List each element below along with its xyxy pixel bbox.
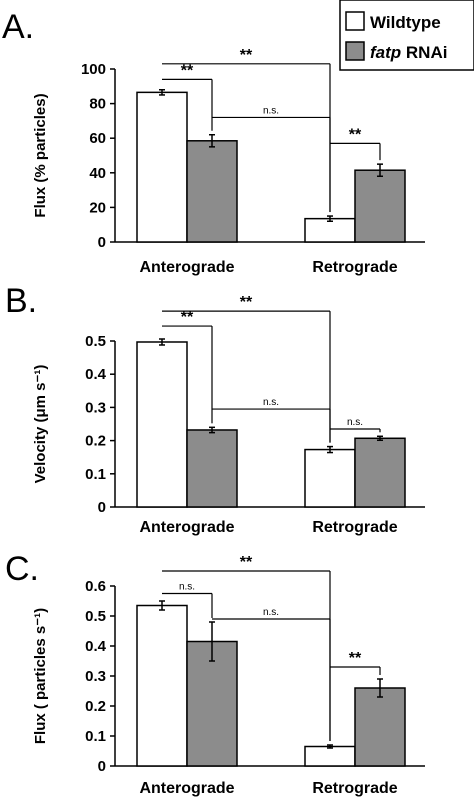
panel-3: C. 0 0.1 0.2 0.3 0.4 0.5 0.6 Flux ( particles s⁻… (5, 550, 425, 797)
bar-wildtype-retrograde (304, 745, 356, 767)
significance-label: ** (240, 554, 253, 571)
bar-fatp-anterograde (186, 640, 238, 767)
bar-wildtype-retrograde (304, 217, 356, 243)
panel-2: B. 0 0.1 0.2 0.3 0.4 0.5 Velocity (μm s⁻¹) Anter… (5, 282, 425, 536)
category-label: Anterograde (139, 259, 234, 276)
bar-fatp-anterograde (186, 140, 238, 243)
y-tick-label: 0.1 (85, 466, 106, 483)
category-label: Anterograde (139, 519, 234, 536)
legend-label-fatp-italic: fatp (370, 43, 401, 62)
significance-label: ** (181, 62, 194, 79)
panel-label: C. (5, 550, 39, 588)
y-tick-label: 0.5 (85, 333, 106, 350)
y-tick-label: 100 (81, 61, 106, 78)
y-tick-label: 60 (89, 130, 106, 147)
significance-label: ** (240, 294, 253, 311)
significance-label: ** (181, 309, 194, 326)
y-tick-label: 0.2 (85, 698, 106, 715)
y-tick-label: 0.2 (85, 433, 106, 450)
y-axis-label: Velocity (μm s⁻¹) (32, 365, 49, 484)
legend: Wildtype fatp RNAi (339, 0, 474, 71)
significance-label: ** (349, 126, 362, 143)
category-label: Retrograde (312, 519, 397, 536)
bar-wildtype-retrograde (304, 448, 356, 508)
significance-label: n.s. (263, 105, 279, 116)
significance-label: n.s. (347, 417, 363, 428)
bar-fatp-retrograde (354, 169, 406, 243)
panel-label: B. (5, 282, 37, 320)
bar-wildtype-anterograde (136, 604, 188, 767)
y-tick-label: 20 (89, 199, 106, 216)
y-tick-label: 0.3 (85, 668, 106, 685)
y-tick-label: 0.5 (85, 608, 106, 625)
legend-swatch-fatp (345, 41, 365, 61)
bar-fatp-retrograde (354, 437, 406, 508)
y-tick-label: 0 (98, 758, 106, 775)
panel-label: A. (2, 8, 34, 46)
category-label: Anterograde (139, 780, 234, 797)
y-tick-label: 0 (98, 499, 106, 516)
bar-fatp-retrograde (354, 687, 406, 767)
y-tick-label: 0.6 (85, 578, 106, 595)
legend-label-wildtype: Wildtype (370, 13, 441, 32)
y-axis-label: Flux ( particles s⁻¹) (32, 608, 49, 744)
legend-swatch-wildtype (345, 11, 365, 31)
significance-label: ** (349, 650, 362, 667)
legend-label-fatp-rest: RNAi (401, 43, 447, 62)
significance-label: n.s. (263, 607, 279, 618)
y-tick-label: 40 (89, 165, 106, 182)
significance-label: ** (240, 47, 253, 64)
y-tick-label: 80 (89, 96, 106, 113)
y-tick-label: 0.4 (85, 638, 107, 655)
significance-label: n.s. (263, 397, 279, 408)
bar-fatp-anterograde (186, 429, 238, 508)
y-tick-label: 0 (98, 234, 106, 251)
y-tick-label: 0.3 (85, 399, 106, 416)
y-axis-label: Flux (% particles) (32, 93, 49, 217)
significance-label: n.s. (179, 582, 195, 593)
y-tick-label: 0.1 (85, 728, 106, 745)
category-label: Retrograde (312, 780, 397, 797)
category-label: Retrograde (312, 259, 397, 276)
panel-1: A. 0 20 40 60 80 100 Flux (% particles) Anterogr… (2, 8, 425, 276)
bar-wildtype-anterograde (136, 91, 188, 243)
y-tick-label: 0.4 (85, 366, 107, 383)
legend-label-fatp: fatp RNAi (370, 43, 447, 62)
bar-wildtype-anterograde (136, 341, 188, 508)
